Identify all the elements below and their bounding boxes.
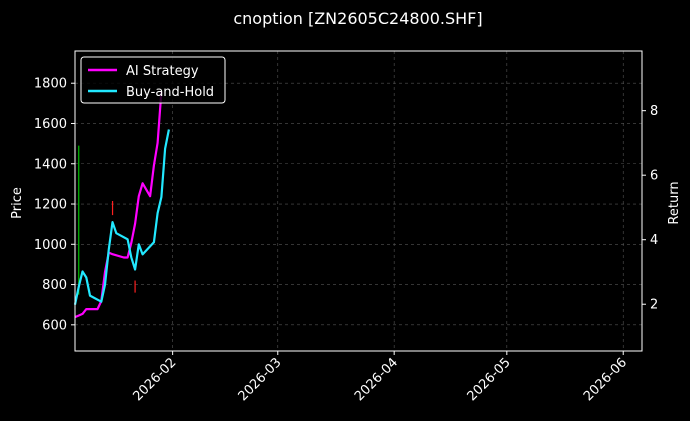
y2-tick-label: 4 xyxy=(650,233,658,248)
y-axis-right: 2 4 6 8 xyxy=(642,104,658,313)
y2-tick-label: 6 xyxy=(650,169,658,184)
x-tick-label: 2026-04 xyxy=(352,355,401,404)
series-line-ai-strategy xyxy=(74,91,163,319)
grid xyxy=(75,51,642,351)
y2-axis-label: Return xyxy=(667,181,682,224)
plot-frame xyxy=(74,50,643,352)
series-line-buy-and-hold xyxy=(73,129,170,305)
y-tick-label: 1400 xyxy=(34,157,67,172)
trade-markers xyxy=(78,145,136,295)
y-tick-label: 1800 xyxy=(34,77,67,92)
y-tick-label: 1600 xyxy=(34,117,67,132)
x-tick-label: 2026-05 xyxy=(465,355,514,404)
y-axis-label: Price xyxy=(10,187,25,219)
y2-tick-label: 8 xyxy=(650,104,658,119)
y-tick-label: 800 xyxy=(42,278,67,293)
chart-title: cnoption [ZN2605C24800.SHF] xyxy=(233,9,482,28)
x-tick-label: 2026-03 xyxy=(236,355,285,404)
y-axis-left: 600 800 1000 1200 1400 1600 1800 xyxy=(34,77,75,333)
y-tick-label: 1000 xyxy=(34,238,67,253)
x-tick-label: 2026-02 xyxy=(130,355,179,404)
y-tick-label: 1200 xyxy=(34,198,67,213)
series-lines xyxy=(73,91,170,319)
x-axis: 2026-02 2026-03 2026-04 2026-05 2026-06 xyxy=(130,351,630,404)
y-tick-label: 600 xyxy=(42,318,67,333)
y2-tick-label: 2 xyxy=(650,298,658,313)
legend: AI Strategy Buy-and-Hold xyxy=(80,56,226,104)
legend-label-ai-strategy: AI Strategy xyxy=(126,64,199,79)
x-tick-label: 2026-06 xyxy=(581,355,630,404)
legend-label-buy-and-hold: Buy-and-Hold xyxy=(126,85,214,100)
